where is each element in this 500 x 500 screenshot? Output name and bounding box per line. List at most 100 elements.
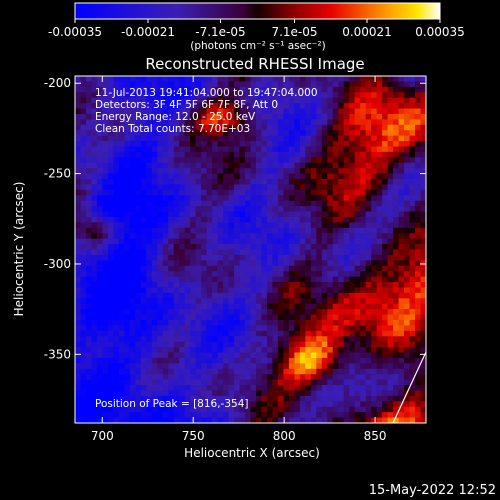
heatmap-cell [321, 260, 328, 267]
heatmap-cell [393, 92, 399, 99]
heatmap-cell [277, 97, 284, 104]
heatmap-cell [168, 352, 175, 359]
heatmap-cell [321, 141, 328, 147]
heatmap-cell [239, 254, 246, 261]
heatmap-cell [305, 379, 312, 386]
heatmap-cell [217, 417, 224, 423]
heatmap-cell [184, 276, 191, 283]
heatmap-cell [118, 292, 125, 299]
heatmap-cell [266, 276, 273, 283]
heatmap-cell [168, 314, 175, 321]
heatmap-cell [107, 374, 114, 381]
heatmap-cell [217, 168, 224, 174]
heatmap-cell [266, 357, 273, 364]
heatmap-cell [124, 108, 131, 115]
heatmap-cell [234, 135, 240, 142]
heatmap-cell [409, 222, 416, 229]
heatmap-cell [310, 390, 317, 397]
heatmap-cell [415, 92, 421, 99]
heatmap-cell [327, 119, 334, 126]
heatmap-cell [223, 184, 229, 191]
heatmap-cell [228, 157, 235, 164]
heatmap-cell [146, 292, 153, 299]
heatmap-cell [124, 276, 131, 283]
heatmap-cell [223, 146, 229, 153]
heatmap-cell [217, 374, 224, 381]
x-tick-label: 700 [91, 429, 114, 443]
heatmap-cell [404, 211, 410, 218]
heatmap-cell [162, 216, 169, 223]
heatmap-cell [387, 119, 394, 126]
heatmap-cell [255, 195, 262, 202]
heatmap-cell [113, 113, 120, 120]
heatmap-cell [376, 216, 383, 223]
heatmap-cell [299, 81, 306, 88]
heatmap-cell [310, 81, 317, 88]
heatmap-cell [343, 341, 350, 348]
heatmap-cell [288, 352, 295, 359]
heatmap-cell [91, 189, 98, 196]
heatmap-cell [135, 395, 142, 402]
heatmap-cell [96, 124, 103, 131]
heatmap-cell [316, 211, 323, 218]
heatmap-cell [332, 119, 339, 126]
heatmap-cell [91, 395, 98, 402]
heatmap-cell [173, 113, 180, 120]
heatmap-cell [195, 97, 202, 104]
heatmap-cell [91, 406, 98, 413]
heatmap-cell [157, 368, 164, 375]
heatmap-cell [299, 341, 306, 348]
heatmap-cell [206, 189, 213, 196]
heatmap-cell [255, 336, 262, 343]
heatmap-cell [75, 374, 81, 381]
heatmap-cell [195, 292, 202, 299]
heatmap-cell [382, 151, 389, 158]
heatmap-cell [277, 330, 284, 337]
heatmap-cell [195, 325, 202, 332]
heatmap-cell [299, 319, 306, 326]
heatmap-cell [349, 103, 356, 109]
heatmap-cell [393, 206, 399, 212]
heatmap-cell [118, 347, 125, 353]
heatmap-cell [206, 319, 213, 326]
heatmap-cell [223, 211, 229, 218]
heatmap-cell [338, 412, 345, 418]
heatmap-cell [310, 113, 317, 120]
heatmap-cell [168, 341, 175, 348]
heatmap-cell [146, 233, 153, 240]
heatmap-cell [409, 347, 416, 353]
heatmap-cell [277, 238, 284, 245]
heatmap-cell [415, 379, 421, 386]
heatmap-cell [321, 319, 328, 326]
heatmap-cell [310, 260, 317, 267]
heatmap-cell [245, 319, 251, 326]
heatmap-cell [420, 200, 426, 207]
heatmap-cell [305, 222, 312, 229]
heatmap-cell [420, 146, 426, 153]
heatmap-cell [420, 309, 426, 315]
heatmap-cell [146, 406, 153, 413]
heatmap-cell [393, 265, 399, 272]
heatmap-cell [179, 309, 186, 315]
heatmap-cell [206, 385, 213, 391]
heatmap-cell [338, 168, 345, 174]
heatmap-cell [96, 227, 103, 234]
heatmap-cell [299, 222, 306, 229]
heatmap-cell [343, 379, 350, 386]
heatmap-cell [140, 309, 147, 315]
heatmap-cell [212, 184, 218, 191]
heatmap-cell [173, 141, 180, 147]
heatmap-cell [321, 254, 328, 261]
heatmap-cell [365, 184, 372, 191]
heatmap-cell [305, 141, 312, 147]
heatmap-cell [420, 135, 426, 142]
heatmap-cell [135, 282, 142, 288]
heatmap-cell [404, 184, 410, 191]
heatmap-cell [102, 227, 109, 234]
heatmap-cell [398, 206, 405, 212]
heatmap-cell [398, 341, 405, 348]
heatmap-cell [228, 341, 235, 348]
heatmap-cell [321, 341, 328, 348]
heatmap-cell [382, 347, 389, 353]
y-tick-label: -200 [44, 76, 71, 90]
